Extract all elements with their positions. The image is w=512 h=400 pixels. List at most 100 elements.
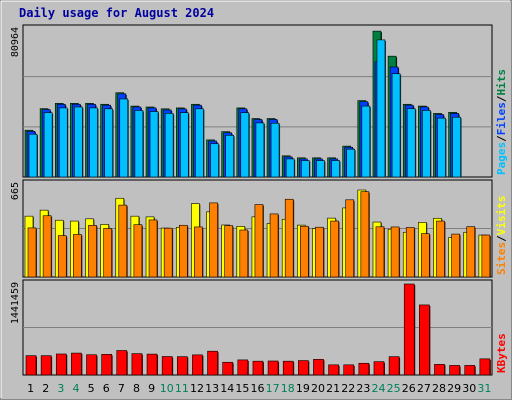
x-tick-label: 20: [311, 382, 325, 395]
kbytes-bar: [343, 364, 355, 376]
kbytes-bar: [403, 283, 415, 376]
kbytes-bar: [192, 354, 203, 376]
sites-bar: [269, 213, 279, 278]
kbytes-bar: [449, 365, 460, 376]
pages-bar: [89, 107, 98, 178]
sites-bar: [194, 226, 203, 278]
pages-bar: [316, 160, 325, 178]
x-tick-label: 3: [57, 382, 64, 395]
legend-entry: /: [495, 95, 508, 102]
pages-bar: [58, 107, 68, 178]
legend-kbytes: KBytes: [495, 333, 508, 373]
pages-bar: [74, 106, 83, 178]
pages-bar: [149, 111, 159, 178]
legend-hits-files-pages: Pages/Files/Hits: [495, 69, 508, 175]
kbytes-bar: [131, 353, 143, 376]
x-tick-label: 12: [190, 382, 204, 395]
kbytes-bar: [358, 362, 370, 376]
sites-bar: [133, 224, 143, 278]
sites-bar: [163, 227, 173, 278]
x-tick-label: 15: [235, 382, 249, 395]
x-tick-label: 23: [356, 382, 370, 395]
sites-bar: [284, 198, 294, 278]
pages-bar: [437, 117, 446, 178]
kbytes-bar: [464, 365, 476, 376]
kbytes-bar: [328, 364, 339, 376]
pages-bar: [331, 160, 340, 178]
sites-bar: [88, 225, 97, 278]
kbytes-bar: [222, 361, 233, 376]
x-tick-label: 30: [462, 382, 476, 395]
x-tick-label: 26: [402, 382, 416, 395]
kbytes-bar: [282, 360, 294, 376]
x-tick-label: 31: [477, 382, 491, 395]
kbytes-bar: [313, 359, 324, 376]
x-tick-label: 17: [266, 382, 280, 395]
sites-bar: [466, 226, 476, 278]
pages-bar: [255, 122, 265, 178]
sites-bar: [451, 233, 460, 278]
pages-bar: [240, 112, 250, 178]
sites-bar: [239, 229, 249, 278]
pages-bar: [43, 112, 53, 178]
sites-bar: [178, 224, 188, 278]
y-max-label: 1441459: [10, 282, 21, 324]
x-tick-label: 10: [160, 382, 174, 395]
x-tick-label: 29: [447, 382, 461, 395]
sites-bar: [390, 226, 400, 278]
pages-bar: [210, 143, 219, 178]
x-tick-label: 13: [205, 382, 219, 395]
kbytes-bar: [434, 364, 445, 376]
sites-bar: [330, 220, 339, 278]
pages-bar: [179, 112, 189, 178]
legend-entry: /: [495, 235, 508, 242]
kbytes-bar: [40, 355, 52, 376]
sites-bar: [300, 225, 309, 278]
kbytes-bar: [146, 353, 158, 376]
kbytes-bar: [267, 360, 279, 376]
legend-entry: /: [495, 135, 508, 142]
legend-visits-sites: Sites/Visits: [495, 196, 508, 276]
sites-bar: [42, 215, 52, 278]
kbytes-bar: [298, 360, 309, 376]
pages-bar: [225, 135, 234, 178]
legend-entry: Pages: [495, 142, 508, 175]
x-tick-label: 19: [296, 382, 310, 395]
legend-entry: Visits: [495, 196, 508, 236]
pages-bar: [104, 108, 113, 178]
sites-bar: [436, 220, 445, 278]
x-tick-label: 18: [281, 382, 295, 395]
sites-bar: [254, 204, 264, 278]
x-tick-label: 2: [42, 382, 49, 395]
kbytes-bar: [55, 353, 67, 376]
sites-bar: [118, 204, 128, 278]
pages-bar: [422, 110, 431, 178]
x-tick-label: 27: [417, 382, 431, 395]
pages-bar: [285, 158, 295, 178]
kbytes-bar: [388, 356, 400, 376]
sites-bar: [209, 202, 218, 278]
kbytes-bar: [207, 350, 218, 376]
pages-bar: [134, 110, 144, 178]
sites-bar: [73, 234, 82, 278]
y-max-label: 665: [10, 182, 21, 200]
sites-bar: [148, 219, 158, 278]
x-tick-label: 6: [103, 382, 110, 395]
kbytes-bar: [252, 360, 264, 376]
pages-bar: [346, 148, 356, 178]
sites-bar: [421, 233, 430, 278]
y-max-label: 80964: [10, 27, 21, 57]
x-tick-label: 8: [133, 382, 140, 395]
x-tick-label: 1: [27, 382, 34, 395]
legend-entry: Hits: [495, 69, 508, 96]
pages-bar: [301, 160, 310, 178]
x-tick-label: 28: [432, 382, 446, 395]
sites-bar: [103, 228, 112, 278]
kbytes-bar: [419, 304, 430, 376]
x-tick-label: 22: [341, 382, 355, 395]
sites-bar: [27, 227, 37, 278]
sites-bar: [481, 234, 491, 278]
sites-bar: [405, 227, 415, 278]
kbytes-bar: [86, 354, 97, 376]
pages-bar: [361, 105, 371, 178]
